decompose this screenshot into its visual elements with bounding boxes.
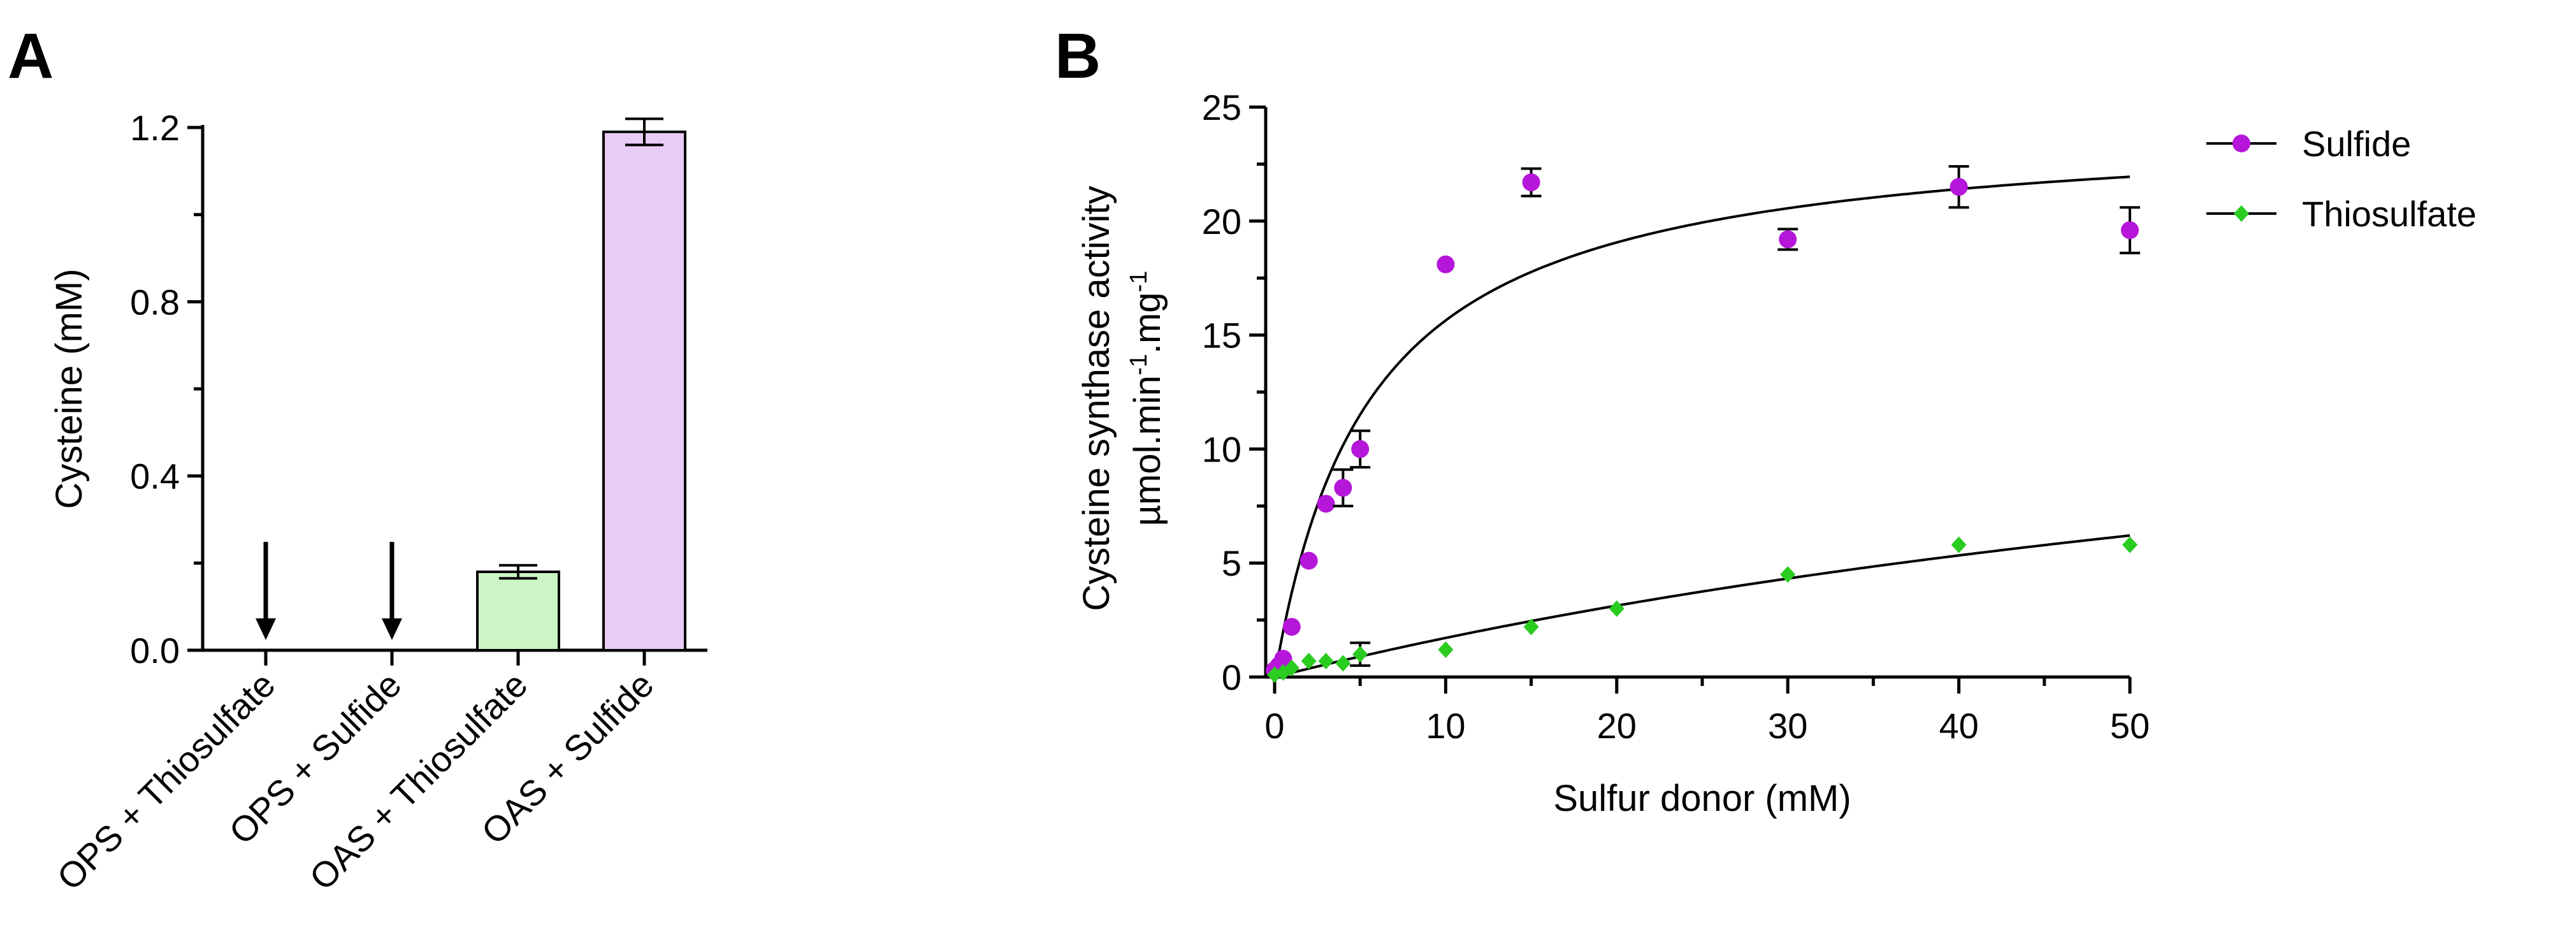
thiosulfate-point [1523, 618, 1539, 636]
bar-chart-panel-a: 0.0 0.4 0.8 1.2 Cysteine (mM) OPS + Thiosulfa… [48, 108, 707, 898]
y-tick-label: 1.2 [130, 108, 180, 148]
thiosulfate-point [1780, 566, 1796, 583]
y-tick-label: 10 [1202, 429, 1241, 469]
sulfide-point [1274, 650, 1292, 668]
y-tick-label: 0.0 [130, 630, 180, 671]
y-axis-label-line1: Cysteine synthase activity [1076, 186, 1117, 611]
sulfide-point [1779, 230, 1797, 249]
x-tick-label: 10 [1426, 706, 1465, 746]
thiosulfate-point [1284, 659, 1299, 676]
x-axis-label: Sulfur donor (mM) [1553, 778, 1851, 819]
legend-label: Sulfide [2302, 124, 2411, 164]
sulfide-point [1436, 255, 1455, 273]
scatter-chart-panel-b: 0 10 20 30 40 50 0 5 10 15 20 25 Sulfur donor (mM) Cy… [1076, 87, 2477, 819]
arrow-head [382, 618, 402, 640]
sulfide-point [1282, 618, 1301, 636]
x-category-label: OPS + Thiosulfate [49, 664, 282, 898]
y-tick-label: 25 [1202, 87, 1241, 127]
sulfide-point [1317, 495, 1335, 513]
sulfide-point [1950, 178, 1968, 196]
thiosulfate-fit-curve [1274, 534, 2131, 678]
x-tick-label: 30 [1768, 706, 1807, 746]
superscript: -1 [1125, 271, 1152, 293]
y-tick-label: 15 [1202, 316, 1241, 356]
y-axis-label-line2: µmol.min-1.mg-1 [1125, 271, 1168, 527]
sulfide-point [1351, 440, 1370, 458]
sulfide-fit-curve [1273, 175, 2131, 678]
sulfide-point [1334, 479, 1352, 497]
legend-label: Thiosulfate [2302, 194, 2477, 234]
x-tick-label: 0 [1264, 706, 1284, 746]
arrow-head [256, 618, 276, 640]
legend-marker [2232, 135, 2250, 152]
thiosulfate-point [1352, 646, 1368, 663]
sulfide-point [1522, 173, 1540, 192]
y-tick-label: 0.4 [130, 456, 180, 497]
legend-marker [2234, 205, 2249, 222]
y-axis-label: Cysteine (mM) [48, 268, 90, 509]
panel-b-letter: B [1055, 20, 1101, 92]
panel-a-letter: A [8, 20, 54, 92]
bar [476, 571, 560, 652]
y-tick-label: 0.8 [130, 282, 180, 322]
x-category-label: OAS + Thiosulfate [301, 664, 535, 898]
x-tick-label: 20 [1597, 706, 1637, 746]
y-tick-label: 5 [1222, 543, 1241, 583]
bar [602, 130, 686, 652]
unit-text: .mg [1127, 292, 1168, 354]
unit-text: µmol.min [1127, 375, 1168, 526]
sulfide-point [1299, 551, 1318, 570]
x-tick-label: 40 [1939, 706, 1978, 746]
thiosulfate-point [1318, 652, 1334, 669]
y-tick-label: 0 [1222, 657, 1241, 697]
thiosulfate-point [1301, 652, 1317, 669]
x-tick-label: 50 [2110, 706, 2150, 746]
sulfide-point [2121, 221, 2139, 240]
superscript: -1 [1125, 354, 1152, 375]
thiosulfate-point [1335, 655, 1351, 672]
thiosulfate-point [1438, 641, 1454, 659]
thiosulfate-point [2122, 536, 2138, 553]
thiosulfate-point [1951, 536, 1967, 553]
y-tick-label: 20 [1202, 201, 1241, 242]
thiosulfate-point [1609, 600, 1624, 617]
